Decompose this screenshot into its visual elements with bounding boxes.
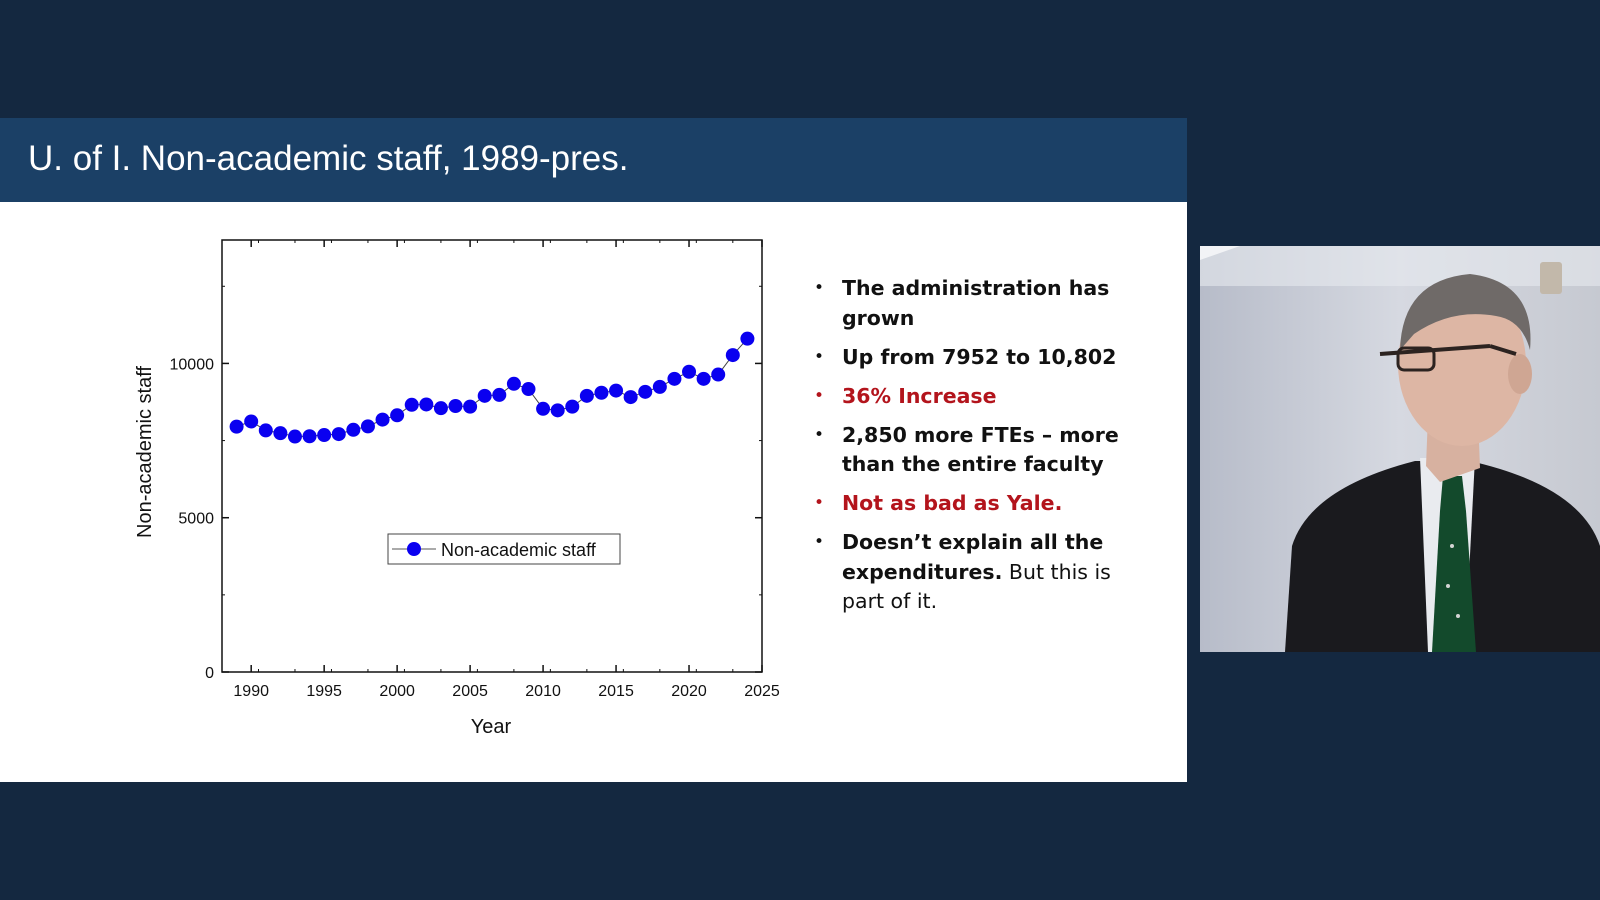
data-point	[550, 403, 565, 418]
bullet-item: • The administration has grown	[812, 274, 1152, 333]
x-tick-label: 2005	[452, 683, 488, 700]
bullet-dot: •	[814, 424, 825, 445]
staff-chart: 1990 1995 2000 2005 2010 2015 2020 2025 0 5000 100…	[134, 239, 780, 738]
bullet-item: • Up from 7952 to 10,802	[812, 343, 1152, 373]
bullet-dot: •	[814, 532, 825, 552]
data-point	[506, 376, 521, 391]
data-point	[492, 387, 507, 402]
bullet-list: • The administration has grown • Up from 79…	[812, 274, 1152, 626]
data-point	[317, 428, 332, 443]
x-axis-label: Year	[471, 716, 512, 738]
legend-label: Non-academic staff	[441, 540, 597, 560]
y-tick-label: 0	[205, 665, 214, 682]
data-point	[258, 423, 273, 438]
plot-frame	[221, 239, 763, 673]
data-point	[390, 408, 405, 423]
chart-series	[229, 331, 755, 444]
data-point	[302, 429, 317, 444]
data-point	[740, 331, 755, 346]
legend-marker	[407, 542, 421, 556]
data-point	[433, 401, 448, 416]
data-point	[638, 384, 653, 399]
y-tick-label: 10000	[170, 356, 215, 373]
data-point	[711, 367, 726, 382]
data-point	[360, 419, 375, 434]
series-line	[236, 338, 748, 438]
data-point	[521, 382, 536, 397]
data-point	[331, 427, 346, 442]
data-point	[652, 379, 667, 394]
data-point	[273, 426, 288, 441]
data-point	[477, 388, 492, 403]
data-point	[565, 399, 580, 414]
bullet-dot: •	[814, 493, 825, 513]
data-point	[346, 422, 361, 437]
bullet-bold-text: The administration has grown	[842, 276, 1110, 330]
data-point	[579, 388, 594, 403]
data-point	[229, 419, 244, 434]
bullet-dot: •	[814, 385, 825, 406]
x-tick-label: 2015	[598, 683, 634, 700]
bullet-bold-text: Up from 7952 to 10,802	[842, 344, 1117, 369]
bullet-item: • Doesn’t explain all the expenditures. B…	[812, 528, 1152, 617]
bullet-normal-text: But this is part of it.	[842, 559, 1111, 614]
data-point	[375, 412, 390, 427]
bullet-bold-text: 36% Increase	[842, 383, 997, 408]
data-point	[404, 397, 419, 412]
x-tick-label: 2025	[744, 683, 780, 700]
bullet-bold-text: 2,850 more FTEs – more than the entire f…	[842, 422, 1119, 477]
y-axis-label: Non-academic staff	[134, 366, 156, 538]
data-point	[463, 399, 478, 414]
data-point	[594, 385, 609, 400]
data-point	[419, 397, 434, 412]
bullet-item: • Not as bad as Yale.	[812, 489, 1152, 519]
bullet-item: • 36% Increase	[812, 382, 1152, 412]
data-point	[696, 371, 711, 386]
data-point	[609, 383, 624, 398]
data-point	[725, 348, 740, 363]
slide-title-bar: U. of I. Non-academic staff, 1989-pres.	[0, 118, 1187, 202]
slide: U. of I. Non-academic staff, 1989-pres. …	[0, 118, 1187, 782]
data-point	[682, 364, 697, 379]
y-tick-label: 5000	[178, 511, 214, 528]
x-tick-label: 2020	[671, 683, 707, 700]
x-tick-label: 2010	[525, 683, 561, 700]
chart-axes: 1990 1995 2000 2005 2010 2015 2020 2025 0 5000 100…	[170, 239, 780, 700]
x-tick-label: 1995	[306, 683, 342, 700]
chart-legend: Non-academic staff	[387, 533, 621, 565]
data-point	[448, 399, 463, 414]
bullet-dot: •	[814, 278, 825, 298]
slide-title: U. of I. Non-academic staff, 1989-pres.	[28, 139, 629, 178]
data-point	[244, 414, 259, 429]
presenter-video	[1200, 246, 1600, 652]
data-point	[667, 371, 682, 386]
x-tick-label: 1990	[233, 683, 269, 700]
webcam-video-feed	[1200, 246, 1600, 652]
bullet-bold-text: Doesn’t explain all the expenditures.	[842, 530, 1104, 584]
data-point	[623, 390, 638, 405]
bullet-bold-text: Not as bad as Yale.	[842, 491, 1063, 515]
data-point	[287, 429, 302, 444]
bullet-dot: •	[814, 346, 825, 367]
bullet-item: • 2,850 more FTEs – more than the entire …	[812, 421, 1152, 480]
data-point	[536, 401, 551, 416]
x-tick-label: 2000	[379, 683, 415, 700]
